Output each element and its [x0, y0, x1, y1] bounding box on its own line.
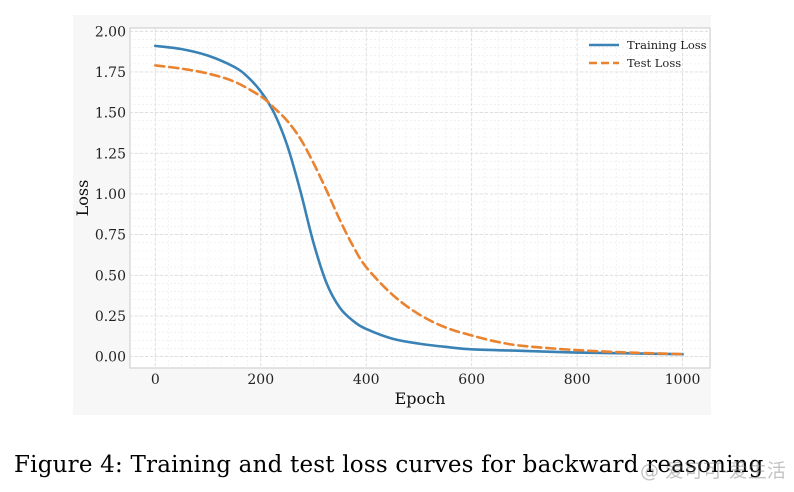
y-tick-label: 0.50	[95, 268, 126, 284]
x-tick-label: 200	[247, 372, 274, 388]
x-tick-label: 400	[353, 372, 380, 388]
x-tick-label: 0	[151, 372, 160, 388]
y-tick-label: 1.25	[95, 146, 126, 162]
y-tick-label: 1.75	[95, 65, 126, 81]
y-tick-label: 0.25	[95, 309, 126, 325]
y-tick-label: 1.00	[95, 187, 126, 203]
legend-label-training-loss: Training Loss	[627, 38, 707, 52]
y-tick-label: 2.00	[95, 24, 126, 40]
x-tick-label: 800	[564, 372, 591, 388]
x-tick-label: 1000	[665, 372, 701, 388]
x-tick-label: 600	[458, 372, 485, 388]
y-tick-label: 0.75	[95, 228, 126, 244]
loss-chart: 0 200 400 600 800 1000 0.00 0.25 0.50 0.75 1.00 1.…	[73, 24, 711, 408]
legend: Training Loss Test Loss	[589, 38, 707, 70]
series-line-test-loss	[154, 64, 684, 356]
y-axis-label: Loss	[73, 180, 92, 217]
major-grid	[130, 28, 710, 368]
x-axis-ticks: 0 200 400 600 800 1000	[151, 372, 701, 388]
watermark: @ 爱可可-爱生活	[640, 460, 786, 482]
series-line-training-loss	[154, 44, 684, 356]
x-axis-label: Epoch	[395, 389, 446, 408]
y-tick-label: 1.50	[95, 106, 126, 122]
legend-label-test-loss: Test Loss	[627, 56, 681, 70]
figure-caption: Figure 4: Training and test loss curves …	[14, 452, 764, 478]
y-tick-label: 0.00	[95, 350, 126, 366]
y-axis-ticks: 0.00 0.25 0.50 0.75 1.00 1.25 1.50 1.75 2.00	[95, 24, 126, 365]
plot-area	[129, 27, 711, 369]
series-layer	[154, 44, 684, 356]
